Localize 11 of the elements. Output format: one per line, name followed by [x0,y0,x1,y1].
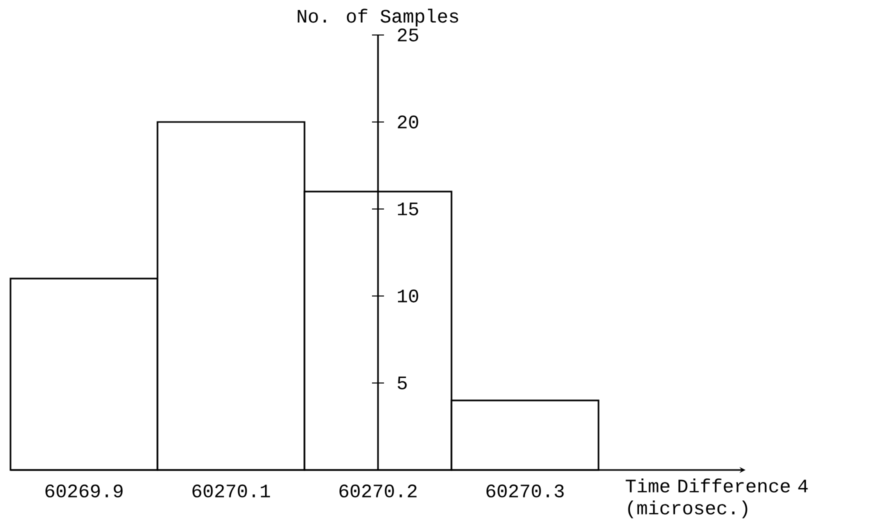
x-tick-label: 60269.9 [45,484,123,498]
y-tick-label: 5 [398,376,407,390]
y-axis-title: No. of Samples [298,8,458,26]
x-axis-title: Time Difference 4 (microsec.) [626,478,808,518]
y-tick-label: 10 [398,290,418,302]
y-tick-label: 15 [398,202,418,216]
x-tick-label: 60270.2 [339,484,417,498]
y-tick-label: 20 [398,116,418,128]
y-tick-label: 25 [398,28,418,42]
x-tick-label: 60270.1 [192,484,270,498]
x-tick-label: 60270.3 [486,484,564,498]
